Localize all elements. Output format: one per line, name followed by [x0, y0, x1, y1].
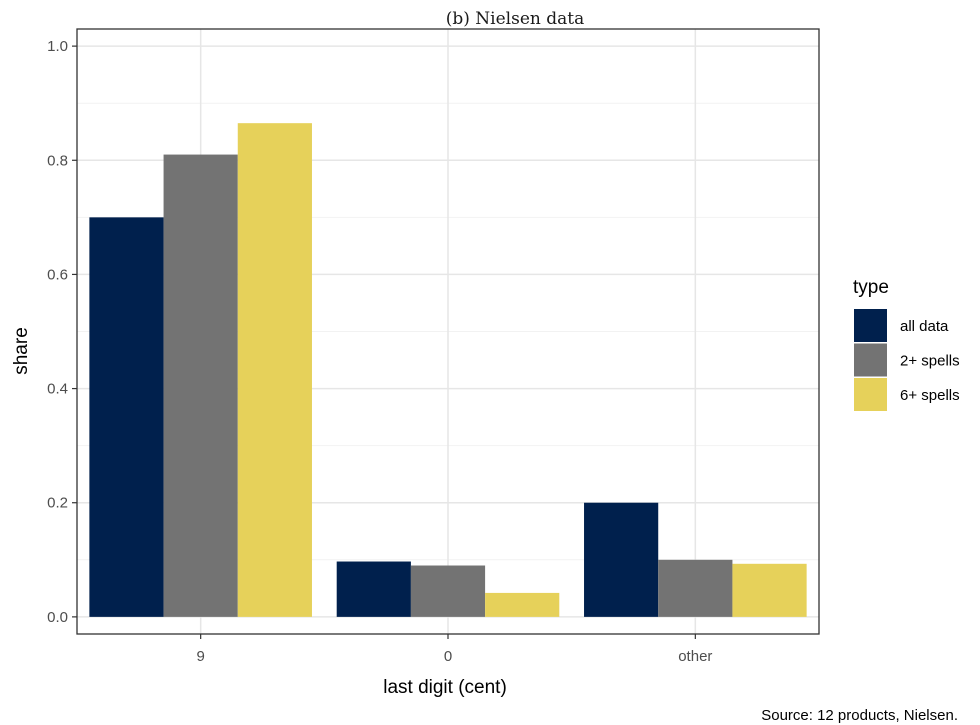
y-tick-label: 0.2 [47, 495, 68, 512]
legend-title: type [853, 277, 889, 298]
chart-title: (b) Nielsen data [446, 9, 584, 29]
y-tick-label: 0.4 [47, 381, 68, 398]
legend-items: all data 2+ spells 6+ spells [854, 309, 960, 411]
plot-panel [76, 28, 820, 635]
bar [336, 561, 411, 617]
bar [163, 154, 238, 617]
legend-swatch [854, 343, 887, 377]
x-tick-label: 0 [444, 648, 452, 665]
y-tick-label: 0.0 [47, 609, 68, 626]
bar [89, 217, 164, 617]
y-tick-label: 0.8 [47, 152, 68, 169]
source-note: Source: 12 products, Nielsen. [761, 707, 958, 724]
x-axis-title: last digit (cent) [383, 677, 507, 698]
y-axis-title: share [11, 327, 32, 375]
x-tick-label: other [678, 648, 712, 665]
legend-label: 6+ spells [900, 387, 960, 404]
bar [410, 565, 486, 617]
bar [658, 559, 733, 617]
bars [89, 123, 807, 617]
bar [237, 123, 312, 617]
legend-swatch [854, 309, 887, 342]
legend-label: 2+ spells [900, 353, 960, 370]
y-tick-label: 0.6 [47, 266, 68, 283]
legend-label: all data [900, 318, 949, 335]
y-tick-label: 1.0 [47, 38, 68, 55]
x-axis: 9 0 other [196, 634, 712, 665]
legend: type all data 2+ spells 6+ spells [853, 277, 960, 411]
bar [485, 592, 560, 617]
x-tick-label: 9 [196, 648, 204, 665]
bar [732, 563, 807, 617]
y-axis: 0.0 0.2 0.4 0.6 0.8 1.0 [47, 38, 77, 626]
legend-swatch [854, 378, 887, 411]
bar [584, 502, 659, 617]
